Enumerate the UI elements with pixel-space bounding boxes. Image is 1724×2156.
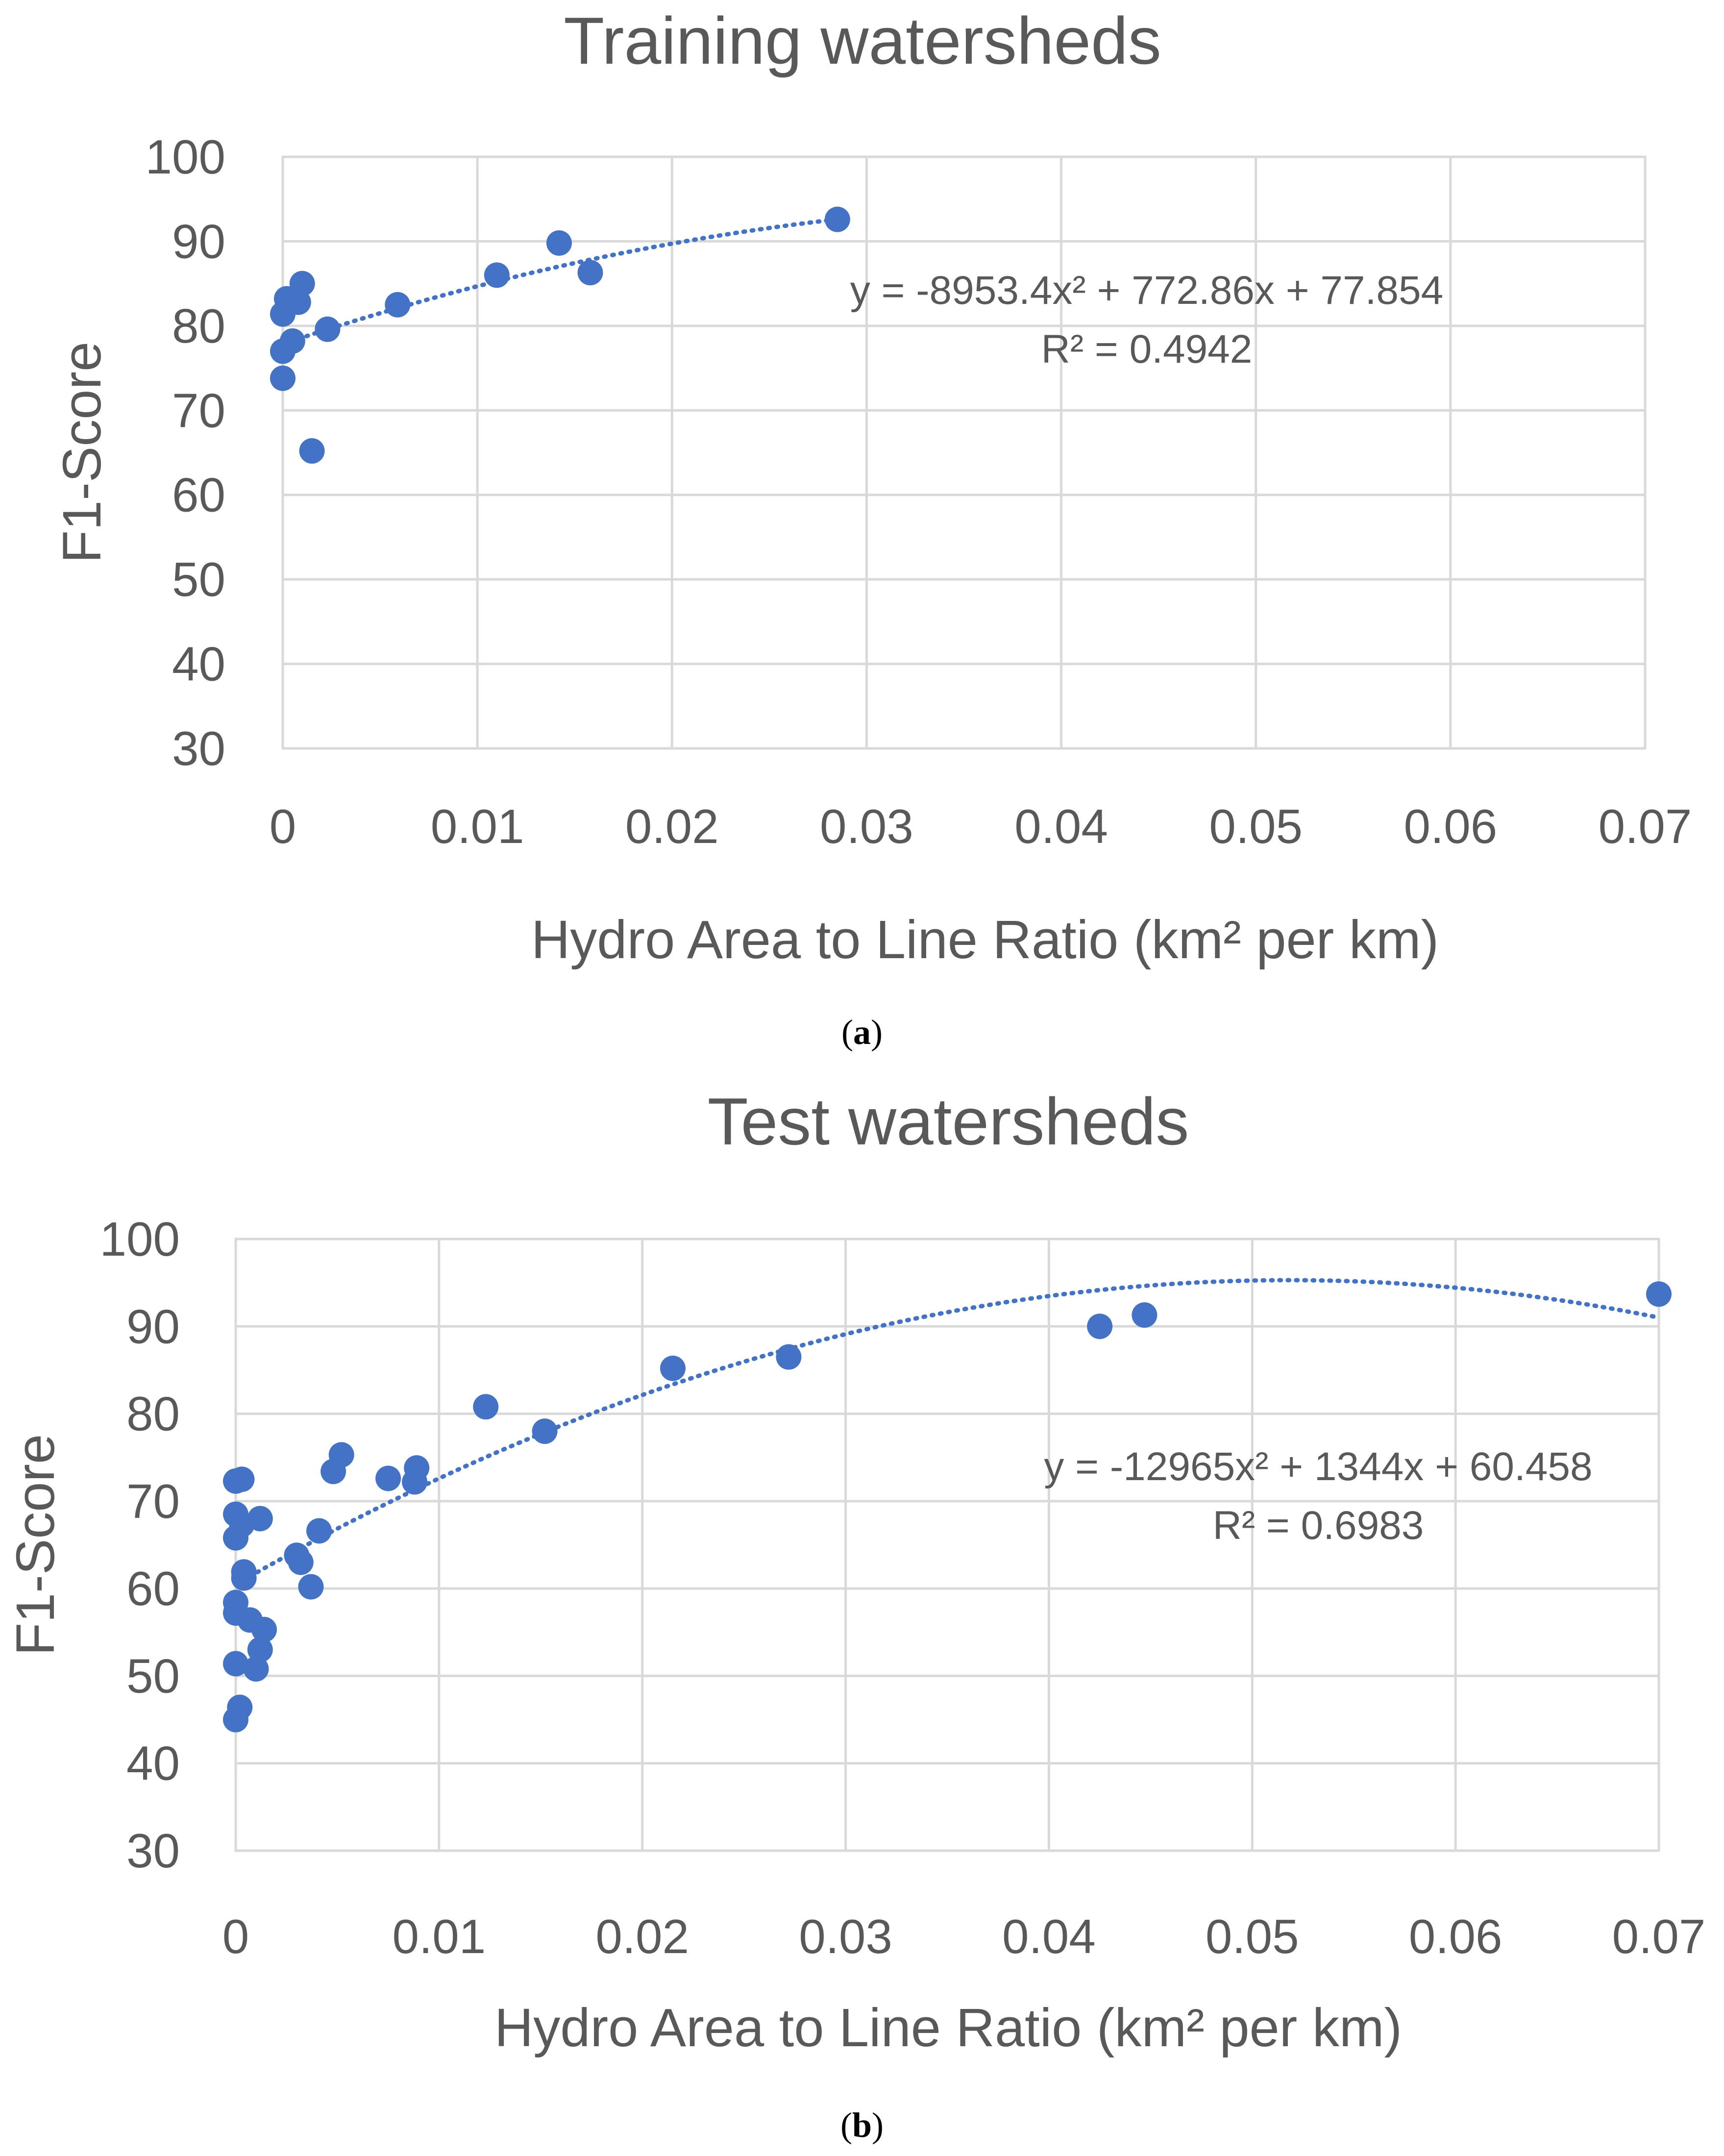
data-point [532, 1418, 558, 1444]
y-tick-label: 30 [126, 1824, 180, 1878]
x-tick-label: 0.01 [392, 1909, 486, 1963]
x-axis-label: Hydro Area to Line Ratio (km² per km) [494, 1998, 1402, 2058]
x-tick-label: 0.07 [1599, 799, 1692, 853]
y-tick-label: 90 [126, 1299, 180, 1353]
chart-title: Training watersheds [564, 3, 1161, 78]
data-point [298, 1574, 324, 1600]
data-point [270, 365, 296, 391]
data-point [315, 316, 341, 342]
data-point [243, 1656, 269, 1682]
data-point [824, 206, 850, 232]
y-tick-label: 70 [172, 383, 225, 437]
chart-panel-b: 30 40 50 60 70 80 90 100 0 0.01 0.02 0.03 0.04 0.05 0.… [5, 1084, 1705, 2145]
data-point [288, 1549, 314, 1575]
x-tick-label: 0.02 [625, 799, 719, 853]
x-tick-label: 0.07 [1612, 1909, 1706, 1963]
y-tick-label: 100 [99, 1212, 180, 1266]
data-point [223, 1651, 248, 1677]
data-point [660, 1355, 686, 1381]
y-tick-label: 90 [172, 214, 225, 268]
y-tick-label: 50 [172, 552, 225, 606]
panel-caption: (a) [841, 1013, 883, 1052]
data-point [229, 1466, 255, 1492]
plot-area [234, 1238, 1660, 1852]
x-tick-label: 0.04 [1014, 799, 1108, 853]
data-point [227, 1694, 253, 1720]
x-tick-label: 0.05 [1206, 1909, 1299, 1963]
data-point [404, 1455, 430, 1481]
y-tick-label: 60 [126, 1561, 180, 1615]
data-point [279, 328, 305, 354]
data-point [577, 260, 603, 286]
trendline [280, 217, 840, 347]
y-tick-label: 40 [172, 637, 225, 691]
y-tick-label: 50 [126, 1649, 180, 1703]
y-tick-label: 80 [126, 1387, 180, 1441]
y-tick-label: 30 [172, 721, 225, 775]
y-tick-label: 40 [126, 1736, 180, 1790]
y-axis-label: F1-Score [52, 342, 112, 563]
r-squared-label: R² = 0.6983 [1213, 1503, 1424, 1548]
data-point [1087, 1313, 1113, 1339]
data-point [247, 1506, 273, 1532]
x-tick-label: 0.03 [820, 799, 913, 853]
data-point [289, 271, 315, 297]
data-point [1132, 1302, 1158, 1328]
r-squared-label: R² = 0.4942 [1041, 327, 1253, 372]
data-point [299, 438, 325, 464]
x-tick-label: 0.05 [1209, 799, 1303, 853]
trendline-equation: y = -12965x² + 1344x + 60.458 [1044, 1444, 1592, 1489]
x-tick-label: 0.03 [799, 1909, 892, 1963]
chart-title: Test watersheds [708, 1084, 1189, 1159]
x-tick-label: 0.06 [1404, 799, 1497, 853]
y-tick-label: 100 [145, 130, 225, 184]
data-point [385, 292, 411, 318]
data-point [306, 1518, 332, 1544]
data-point [375, 1465, 401, 1491]
data-point [251, 1616, 277, 1642]
data-point [247, 1636, 273, 1662]
chart-panel-a: 30 40 50 60 70 80 90 100 0 0.01 0.02 0.03 0.04 0.05 0.… [52, 3, 1692, 1052]
x-tick-label: 0 [270, 799, 296, 853]
data-point [473, 1394, 499, 1420]
data-point [231, 1565, 257, 1591]
data-point [1646, 1281, 1672, 1307]
x-tick-label: 0.04 [1002, 1909, 1096, 1963]
x-tick-label: 0.01 [431, 799, 524, 853]
x-tick-label: 0 [222, 1909, 249, 1963]
x-tick-label: 0.06 [1409, 1909, 1502, 1963]
x-tick-label: 0.02 [595, 1909, 689, 1963]
plot-area [281, 155, 1647, 750]
trendline [233, 1278, 1661, 1587]
data-point [484, 262, 510, 288]
y-tick-label: 60 [172, 468, 225, 522]
y-tick-label: 70 [126, 1474, 180, 1528]
panel-caption: (b) [840, 2106, 884, 2145]
x-axis-label: Hydro Area to Line Ratio (km² per km) [531, 910, 1439, 970]
y-tick-label: 80 [172, 299, 225, 353]
trendline-equation: y = -8953.4x² + 772.86x + 77.854 [850, 268, 1443, 313]
data-point [546, 230, 572, 256]
data-point [776, 1344, 802, 1370]
y-axis-label: F1-Score [5, 1434, 66, 1656]
data-point [328, 1442, 354, 1468]
